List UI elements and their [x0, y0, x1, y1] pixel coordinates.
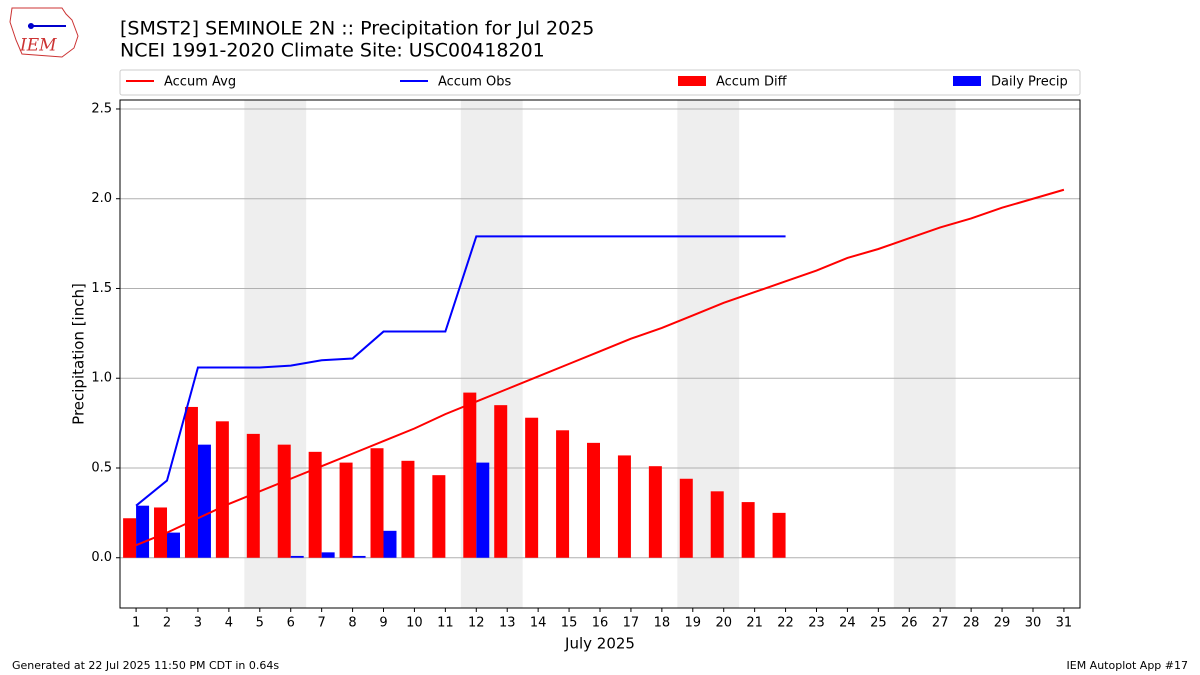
bar [679, 478, 693, 558]
x-tick-label: 18 [654, 616, 671, 631]
bar [246, 433, 260, 558]
x-tick-label: 28 [963, 616, 980, 631]
bar [401, 460, 415, 558]
x-tick-label: 7 [318, 616, 326, 631]
x-tick-label: 1 [132, 616, 140, 631]
x-tick-label: 19 [685, 616, 702, 631]
bar [494, 405, 508, 558]
line [135, 235, 786, 507]
line [135, 188, 1065, 547]
bar [215, 421, 229, 558]
logo-outline [9, 7, 79, 58]
bar [648, 466, 662, 558]
bar [290, 555, 304, 558]
x-tick-label: 23 [808, 616, 825, 631]
legend-label: Daily Precip [991, 75, 1068, 90]
plot-frame [119, 99, 1081, 609]
x-tick-label: 15 [561, 616, 578, 631]
legend-swatch [953, 76, 981, 86]
bar [772, 512, 786, 558]
bar [154, 507, 168, 558]
legend-swatch [678, 76, 706, 86]
x-tick-label: 16 [592, 616, 609, 631]
bar [308, 451, 322, 558]
bar [352, 555, 366, 558]
bar [123, 518, 137, 558]
bar [463, 392, 477, 558]
legend-label: Accum Obs [438, 75, 511, 90]
x-tick-label: 2 [163, 616, 171, 631]
x-tick-label: 4 [225, 616, 233, 631]
x-tick-label: 31 [1056, 616, 1073, 631]
x-tick-label: 12 [468, 616, 485, 631]
bar [432, 475, 446, 558]
chart-title: [SMST2] SEMINOLE 2N :: Precipitation for… [120, 18, 594, 40]
bar [556, 430, 570, 558]
x-tick-label: 5 [256, 616, 264, 631]
footer-right: IEM Autoplot App #17 [1067, 659, 1189, 672]
logo-dot [28, 23, 34, 29]
x-tick-label: 25 [870, 616, 887, 631]
bar [710, 491, 724, 558]
y-tick-label: 1.0 [91, 371, 112, 386]
x-tick-label: 17 [623, 616, 640, 631]
x-tick-label: 3 [194, 616, 202, 631]
x-tick-label: 24 [839, 616, 856, 631]
bar [197, 444, 211, 558]
x-tick-label: 29 [994, 616, 1011, 631]
x-tick-label: 30 [1025, 616, 1042, 631]
bar [617, 455, 631, 558]
bar [587, 442, 600, 558]
y-tick-label: 1.5 [91, 281, 112, 296]
x-tick-label: 22 [777, 616, 794, 631]
bar [476, 462, 490, 558]
bar [370, 448, 384, 558]
x-tick-label: 8 [348, 616, 356, 631]
chart-subtitle: NCEI 1991-2020 Climate Site: USC00418201 [120, 40, 545, 62]
bar [277, 444, 291, 558]
y-tick-label: 2.5 [91, 101, 112, 116]
x-axis-label: July 2025 [564, 635, 635, 653]
bar [525, 417, 539, 558]
x-tick-label: 9 [379, 616, 387, 631]
x-tick-label: 14 [530, 616, 547, 631]
bar [383, 530, 397, 558]
x-tick-label: 27 [932, 616, 949, 631]
bar [741, 502, 755, 558]
y-axis-label: Precipitation [inch] [70, 283, 88, 425]
footer-left: Generated at 22 Jul 2025 11:50 PM CDT in… [12, 659, 279, 672]
logo: IEM [9, 7, 79, 58]
x-tick-label: 20 [715, 616, 732, 631]
y-tick-label: 0.5 [91, 460, 112, 475]
bar [136, 505, 150, 558]
y-tick-label: 2.0 [91, 191, 112, 206]
legend-label: Accum Diff [716, 75, 788, 90]
x-tick-label: 6 [287, 616, 295, 631]
legend-frame [119, 69, 1081, 96]
x-tick-label: 26 [901, 616, 918, 631]
x-tick-label: 11 [437, 616, 454, 631]
bar [167, 532, 180, 558]
x-tick-label: 21 [746, 616, 763, 631]
y-tick-label: 0.0 [91, 550, 112, 565]
weekend-band [893, 100, 956, 608]
bar [321, 552, 335, 558]
bar [184, 406, 198, 558]
bar [339, 462, 353, 558]
logo-text: IEM [19, 36, 57, 56]
legend-label: Accum Avg [164, 75, 236, 90]
x-tick-label: 13 [499, 616, 516, 631]
x-tick-label: 10 [406, 616, 423, 631]
